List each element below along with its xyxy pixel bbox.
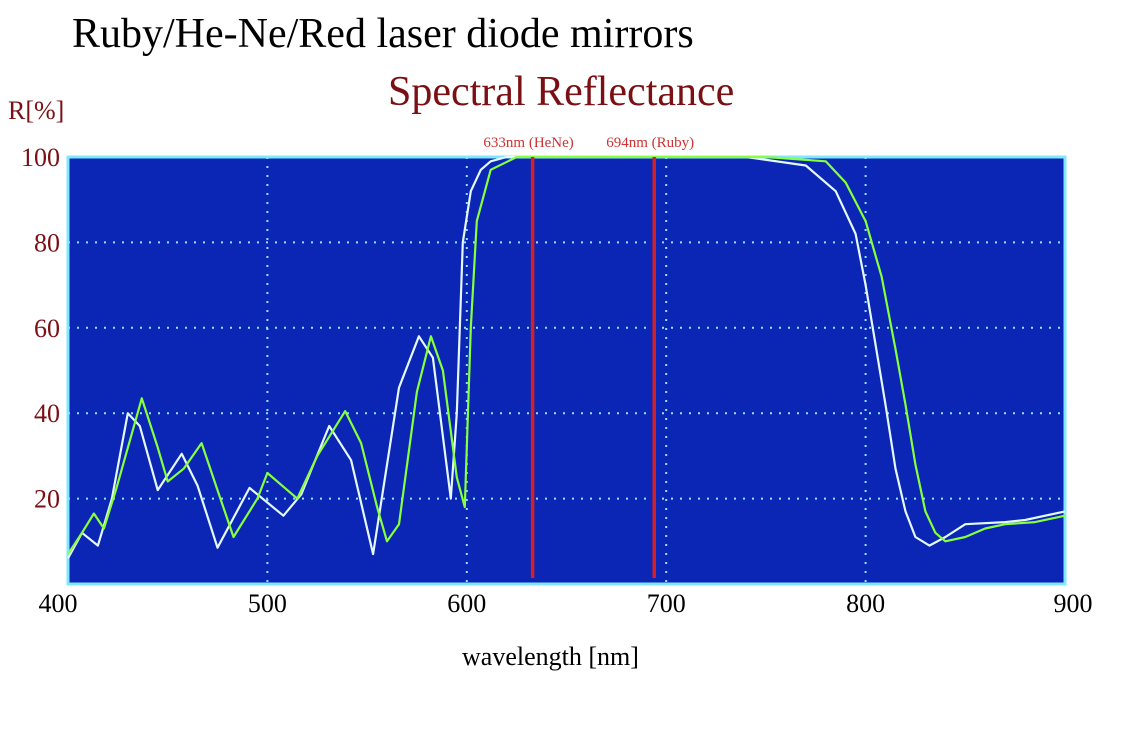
y-tick-label: 60 [34, 314, 60, 343]
plot-area [66, 155, 1067, 586]
x-tick-label: 400 [39, 589, 78, 618]
x-tick-label: 700 [647, 589, 686, 618]
y-axis-label: R[%] [8, 96, 65, 125]
x-tick-label: 500 [248, 589, 287, 618]
series-line-white [67, 155, 1066, 559]
laser-marker-label: 633nm (HeNe) [483, 135, 573, 151]
chart-title: Ruby/He-Ne/Red laser diode mirrors [72, 11, 694, 57]
y-tick-label: 80 [34, 228, 60, 257]
x-axis-label: wavelength [nm] [462, 642, 639, 671]
x-tick-label: 600 [447, 589, 486, 618]
y-tick-label: 40 [34, 399, 60, 428]
x-tick-label: 800 [846, 589, 885, 618]
series-line-green [67, 155, 1066, 555]
x-tick-label: 900 [1054, 589, 1093, 618]
laser-marker-label: 694nm (Ruby) [606, 135, 694, 151]
chart-subtitle: Spectral Reflectance [388, 69, 735, 115]
y-tick-label: 20 [34, 485, 60, 514]
y-tick-label: 100 [21, 143, 60, 172]
